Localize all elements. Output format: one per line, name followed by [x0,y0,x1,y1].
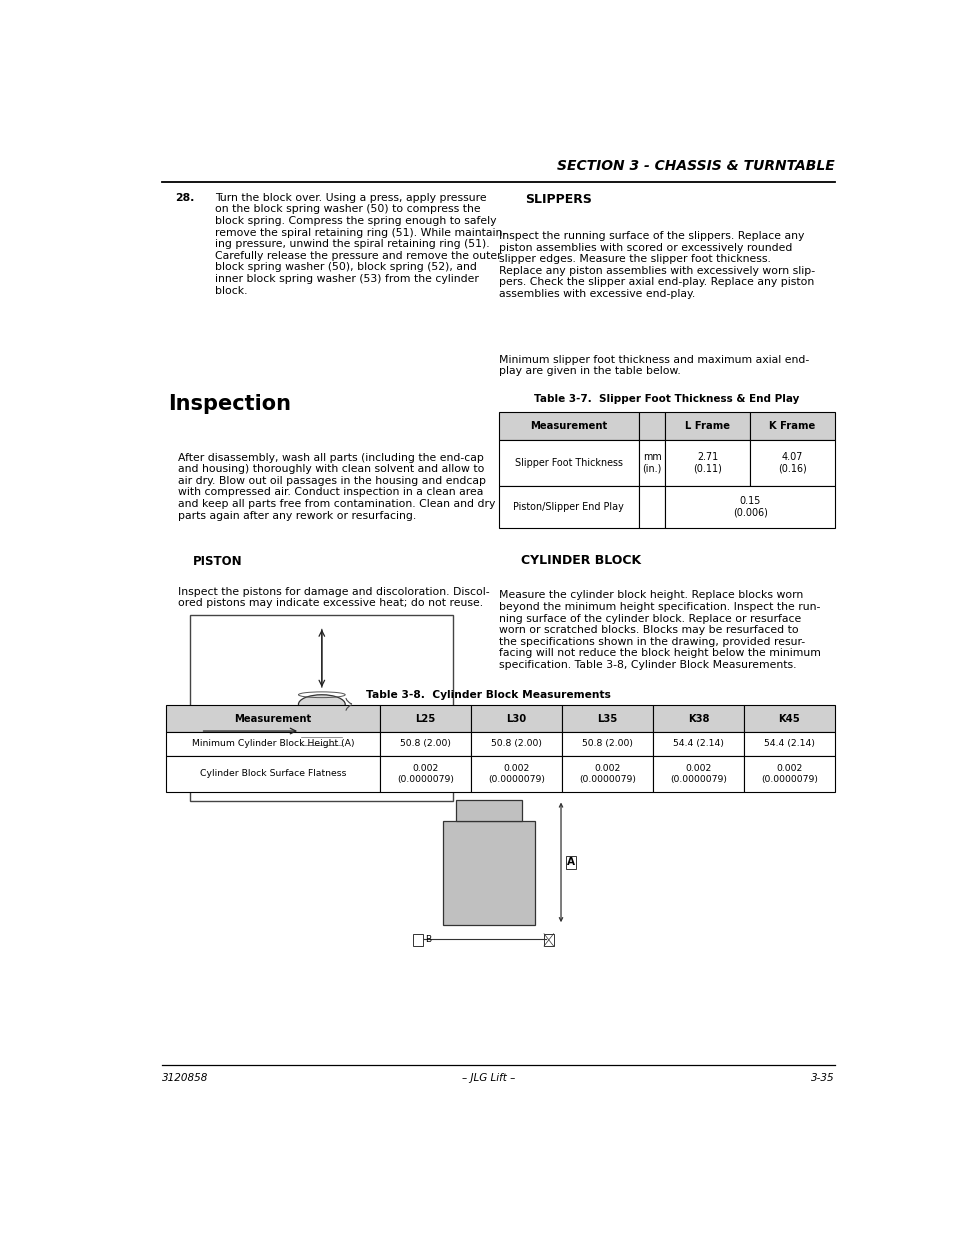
Text: A: A [566,857,575,867]
Bar [379,756,471,792]
Text: 0.002
(0.0000079): 0.002 (0.0000079) [760,764,817,784]
Text: L Frame: L Frame [684,421,730,431]
Text: Turn the block over. Using a press, apply pressure
on the block spring washer (5: Turn the block over. Using a press, appl… [215,193,506,295]
Bar [543,934,553,946]
Text: Cylinder Block Surface Flatness: Cylinder Block Surface Flatness [199,769,346,778]
Bar [456,799,521,820]
Text: After disassembly, wash all parts (including the end-cap
and housing) thoroughly: After disassembly, wash all parts (inclu… [178,452,496,520]
Text: Table 3-7.  Slipper Foot Thickness & End Play: Table 3-7. Slipper Foot Thickness & End … [534,394,799,405]
Text: 50.8 (2.00): 50.8 (2.00) [399,740,451,748]
Bar [743,732,834,756]
Text: L35: L35 [597,714,617,724]
Bar [301,727,342,772]
Text: SECTION 3 - CHASSIS & TURNTABLE: SECTION 3 - CHASSIS & TURNTABLE [557,159,834,173]
Bar [652,732,743,756]
Bar [638,440,665,485]
Text: Inspect the running surface of the slippers. Replace any
piston assemblies with : Inspect the running surface of the slipp… [498,231,815,299]
Text: Inspection: Inspection [168,394,291,414]
Bar [379,705,471,732]
Text: Slipper Foot Thickness: Slipper Foot Thickness [515,458,622,468]
Text: 54.4 (2.14): 54.4 (2.14) [763,740,814,748]
Text: PISTON: PISTON [193,556,243,568]
Text: 3120858: 3120858 [162,1072,209,1083]
Bar [561,732,652,756]
Bar [743,705,834,732]
Bar [749,411,834,440]
Ellipse shape [301,766,342,778]
Text: L30: L30 [506,714,526,724]
Text: 0.15
(0.006): 0.15 (0.006) [732,496,767,517]
Text: Inspect the pistons for damage and discoloration. Discol-
ored pistons may indic: Inspect the pistons for damage and disco… [178,587,490,608]
Bar [652,705,743,732]
Bar [413,934,422,946]
Bar [166,705,379,732]
Bar [665,411,749,440]
Text: Measurement: Measurement [530,421,607,431]
Bar [471,756,561,792]
Text: 50.8 (2.00): 50.8 (2.00) [491,740,541,748]
Text: K Frame: K Frame [769,421,815,431]
Bar [498,485,638,527]
Text: 0.002
(0.0000079): 0.002 (0.0000079) [488,764,544,784]
Bar [638,411,665,440]
Text: 54.4 (2.14): 54.4 (2.14) [672,740,723,748]
Text: mm
(in.): mm (in.) [641,452,661,474]
Text: 3-35: 3-35 [810,1072,834,1083]
Bar [442,820,535,925]
Bar [561,756,652,792]
Text: K45: K45 [778,714,800,724]
Bar [471,705,561,732]
Text: 28.: 28. [175,193,194,203]
Bar [561,705,652,732]
Text: 4.07
(0.16): 4.07 (0.16) [778,452,806,474]
Ellipse shape [298,695,345,714]
Text: L25: L25 [415,714,436,724]
Bar [379,732,471,756]
Bar [638,485,665,527]
Bar [166,756,379,792]
Text: B: B [424,935,431,944]
Text: 50.8 (2.00): 50.8 (2.00) [581,740,632,748]
Bar [471,732,561,756]
Text: Measure the cylinder block height. Replace blocks worn
beyond the minimum height: Measure the cylinder block height. Repla… [498,590,821,671]
Text: 0.002
(0.0000079): 0.002 (0.0000079) [396,764,454,784]
Bar [498,440,638,485]
Text: 0.002
(0.0000079): 0.002 (0.0000079) [578,764,636,784]
Bar [665,485,834,527]
Bar [652,756,743,792]
Bar [749,440,834,485]
Text: K38: K38 [687,714,708,724]
Text: 0.002
(0.0000079): 0.002 (0.0000079) [669,764,726,784]
Text: Minimum slipper foot thickness and maximum axial end-
play are given in the tabl: Minimum slipper foot thickness and maxim… [498,354,809,377]
Bar [166,732,379,756]
Bar [190,615,453,800]
Bar [743,756,834,792]
Bar [498,411,638,440]
Bar [665,440,749,485]
Text: Measurement: Measurement [234,714,312,724]
Text: 2.71
(0.11): 2.71 (0.11) [693,452,721,474]
Text: Piston/Slipper End Play: Piston/Slipper End Play [513,501,623,511]
Text: SLIPPERS: SLIPPERS [524,193,592,206]
Text: – JLG Lift –: – JLG Lift – [462,1072,515,1083]
Text: Table 3-8.  Cylinder Block Measurements: Table 3-8. Cylinder Block Measurements [366,690,611,700]
Text: CYLINDER BLOCK: CYLINDER BLOCK [521,555,641,567]
Text: Minimum Cylinder Block Height (A): Minimum Cylinder Block Height (A) [192,740,354,748]
